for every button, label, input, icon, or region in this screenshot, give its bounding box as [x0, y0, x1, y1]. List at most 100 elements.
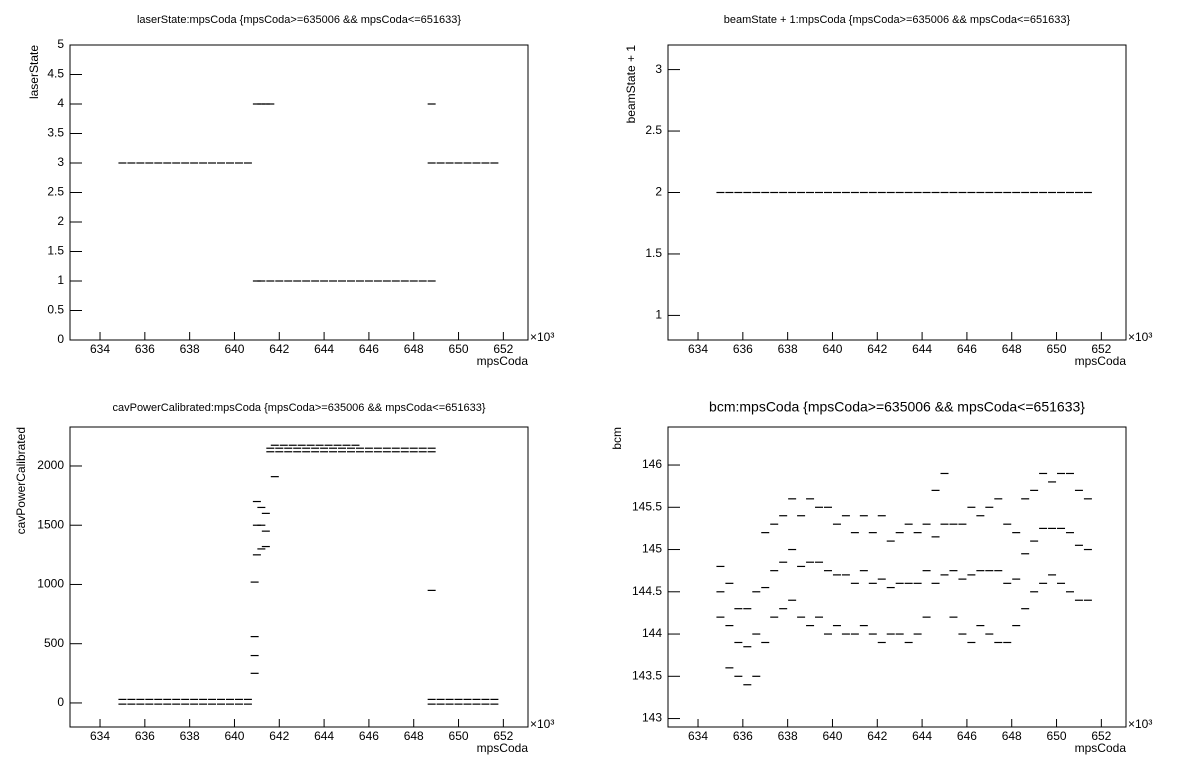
point — [868, 633, 877, 635]
point — [454, 698, 463, 700]
point — [257, 280, 266, 282]
point — [293, 451, 302, 453]
y-tick-label: 0 — [57, 695, 64, 709]
x-tick-label: 648 — [404, 729, 424, 743]
point — [243, 703, 252, 705]
point — [806, 498, 815, 500]
point — [985, 506, 994, 508]
point — [311, 280, 320, 282]
point — [949, 616, 958, 618]
point — [346, 451, 355, 453]
y-tick-label: 3 — [57, 155, 64, 169]
point — [1083, 548, 1092, 551]
point — [806, 561, 815, 563]
point — [868, 582, 877, 584]
point — [252, 554, 261, 556]
point — [976, 624, 985, 627]
point — [797, 191, 806, 194]
point — [400, 451, 409, 453]
point — [266, 280, 275, 282]
point — [1030, 540, 1039, 542]
point — [886, 586, 895, 589]
point — [275, 451, 284, 453]
x-tick-label: 638 — [180, 729, 200, 743]
point — [1039, 472, 1048, 475]
point — [490, 698, 499, 700]
point — [1065, 191, 1074, 194]
point — [823, 570, 832, 572]
point — [279, 444, 288, 446]
x-tick-label: 640 — [822, 729, 842, 743]
point — [324, 444, 333, 446]
point — [284, 451, 293, 453]
point — [985, 191, 994, 194]
point — [257, 524, 266, 526]
point — [725, 667, 734, 669]
y-tick-label: 2.5 — [645, 123, 662, 137]
point — [391, 451, 400, 453]
point — [445, 698, 454, 700]
point — [250, 672, 259, 674]
x-tick-label: 638 — [778, 342, 798, 356]
x-tick-label: 652 — [1091, 342, 1111, 356]
point — [427, 451, 436, 453]
point — [373, 451, 382, 453]
x-tick-label: 648 — [404, 342, 424, 356]
x-tick-label: 636 — [733, 342, 753, 356]
point — [234, 698, 243, 700]
point — [454, 162, 463, 164]
point — [886, 191, 895, 194]
point — [217, 698, 226, 700]
point — [329, 451, 338, 453]
point — [427, 703, 436, 705]
point — [427, 698, 436, 700]
y-tick-label: 144.5 — [632, 584, 662, 598]
x-tick-label: 646 — [359, 729, 379, 743]
point — [1021, 608, 1030, 610]
point — [127, 703, 136, 705]
point — [252, 500, 261, 503]
point — [868, 191, 877, 194]
point — [118, 162, 127, 164]
point — [877, 515, 886, 517]
point — [320, 447, 329, 449]
point — [436, 698, 445, 700]
point — [297, 444, 306, 446]
y-tick-label: 3 — [655, 62, 662, 76]
point — [815, 561, 824, 563]
point — [427, 589, 436, 591]
point — [976, 570, 985, 572]
point — [743, 191, 752, 194]
point — [329, 280, 338, 282]
point — [333, 444, 342, 446]
point — [127, 698, 136, 700]
point — [949, 570, 958, 572]
point — [788, 191, 797, 194]
point — [877, 578, 886, 580]
point — [136, 162, 145, 164]
point — [145, 703, 154, 705]
point — [886, 540, 895, 542]
point — [1012, 191, 1021, 194]
point — [136, 703, 145, 705]
point — [250, 635, 259, 638]
point — [427, 447, 436, 449]
point — [257, 506, 266, 509]
point — [1074, 599, 1083, 601]
y-axis-label: laserState — [27, 45, 41, 99]
point — [1057, 191, 1066, 194]
point — [940, 191, 949, 194]
point — [967, 506, 976, 508]
point — [252, 524, 261, 526]
point — [832, 624, 841, 627]
point — [734, 675, 743, 677]
point — [463, 162, 472, 164]
point — [725, 582, 734, 584]
y-tick-label: 1500 — [37, 517, 64, 531]
point — [743, 684, 752, 686]
point — [994, 191, 1003, 194]
point — [329, 447, 338, 449]
point — [400, 447, 409, 449]
point — [1048, 481, 1057, 483]
point — [716, 191, 725, 194]
